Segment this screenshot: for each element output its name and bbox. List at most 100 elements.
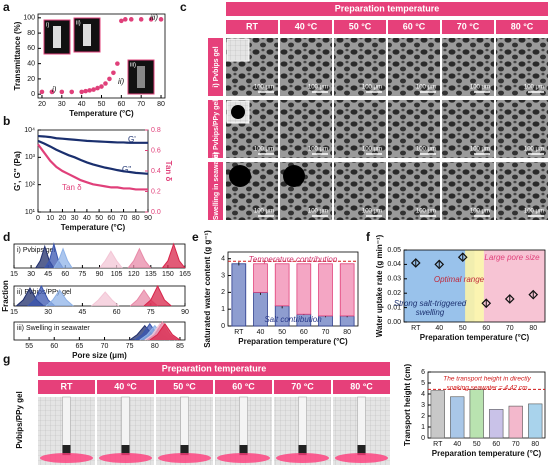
bar-segment: [274, 263, 290, 307]
scale-bar-label: 100 μm: [470, 147, 490, 153]
y-tick-label: 10³: [25, 154, 36, 161]
sem-image: [388, 38, 440, 96]
column-header: [215, 380, 272, 394]
column-header: [280, 20, 332, 34]
sem-image: [496, 38, 548, 96]
sem-image: [388, 100, 440, 158]
bar: [489, 409, 504, 439]
dish: [276, 453, 329, 463]
inset-vial: [53, 26, 61, 48]
x-tick-label: 40: [83, 215, 91, 222]
gel-dark: [298, 445, 307, 455]
x-tick-label: RT: [411, 325, 421, 332]
point: [111, 70, 116, 76]
x-tick-label: 50: [98, 101, 106, 108]
y-tick-label: 0: [221, 323, 225, 330]
y-tick-label: 0.05: [387, 247, 401, 254]
x-tick-label: 90: [96, 271, 104, 278]
column-header: [226, 20, 278, 34]
annotation: Strong salt-triggered: [394, 299, 467, 308]
x-tick-label: 20: [59, 215, 67, 222]
column-label: 50 °C: [349, 21, 372, 31]
y-axis-label: Transmittance (%): [13, 21, 22, 90]
x-tick-label: 60: [61, 271, 69, 278]
scale-bar-label: 100 μm: [254, 85, 274, 91]
x-tick-label: 80: [529, 325, 537, 332]
region: [483, 250, 545, 322]
y-tick-label: 10²: [25, 182, 36, 189]
y2-tick-label: 0.6: [151, 147, 161, 154]
scale-bar-label: 100 μm: [308, 209, 328, 215]
legend-label: Temperature contribution: [249, 255, 338, 264]
scale-bar-label: 100 μm: [308, 147, 328, 153]
column-label: 50 °C: [173, 381, 196, 391]
x-axis-label: Temperature (°C): [69, 109, 134, 118]
sem-image: [442, 38, 494, 96]
y-tick-label: 3: [421, 402, 425, 409]
x-tick-label: 50: [473, 441, 481, 448]
x-tick-label: 40: [453, 441, 461, 448]
y-axis-label: G', G'' (Pa): [13, 151, 22, 191]
point: [528, 289, 539, 300]
row-header: [208, 38, 223, 96]
gel-dark: [239, 445, 248, 455]
scale-bar-label: 100 μm: [524, 209, 544, 215]
bar-segment: [339, 315, 355, 327]
y-axis-label: Fraction: [1, 280, 10, 312]
scale-bar-label: 100 μm: [524, 147, 544, 153]
header-text: Preparation temperature: [162, 363, 267, 373]
column-header: [334, 20, 386, 34]
y-tick-label: 0.02: [387, 290, 401, 297]
distribution: [99, 250, 123, 269]
y-axis-label: Transport height (cm): [403, 364, 412, 447]
sem-image: [388, 162, 440, 220]
plot-frame: [13, 321, 186, 341]
y2-tick-label: 0.8: [151, 127, 161, 134]
bar: [469, 389, 484, 439]
point: [457, 252, 468, 263]
y-tick-label: 20: [27, 76, 35, 83]
point: [481, 298, 492, 309]
column-label: 40 °C: [295, 21, 318, 31]
y-tick-label: 0: [421, 435, 425, 442]
x-tick-label: 45: [79, 309, 87, 316]
x-tick-label: 30: [58, 101, 66, 108]
y-axis-label: Water uptake rate (g min⁻¹): [375, 234, 384, 337]
column-label: RT: [246, 21, 258, 31]
scale-bar-label: 100 μm: [524, 85, 544, 91]
column-label: 70 °C: [291, 381, 314, 391]
point: [158, 17, 164, 22]
x-tick-label: 40: [78, 101, 86, 108]
y-tick-label: 40: [27, 60, 35, 67]
x-tick-label: 80: [531, 441, 539, 448]
y-tick-label: 10¹: [25, 209, 36, 216]
x-tick-label: 55: [25, 343, 33, 350]
panel-letter: f: [366, 230, 371, 244]
y-tick-label: 100: [23, 15, 35, 22]
x-tick-label: 60: [482, 325, 490, 332]
bar-segment: [339, 263, 355, 317]
column-label: 60 °C: [403, 21, 426, 31]
y-tick-label: 2: [421, 413, 425, 420]
x-tick-label: 70: [512, 441, 520, 448]
sem-image: [334, 100, 386, 158]
gel-dark: [62, 445, 71, 455]
legend-label: G'': [122, 165, 132, 174]
x-tick-label: 40: [257, 329, 265, 336]
point: [49, 89, 55, 95]
x-tick-label: 75: [147, 309, 155, 316]
x-tick-label: 30: [71, 215, 79, 222]
distribution: [143, 284, 172, 307]
dish: [217, 453, 270, 463]
y-tick-label: 4: [221, 256, 225, 263]
point: [128, 17, 134, 22]
scale-bar-label: 100 μm: [416, 85, 436, 91]
panel-letter: e: [192, 230, 199, 244]
point: [434, 259, 445, 270]
panel-letter: c: [180, 0, 187, 14]
column-header: [156, 380, 213, 394]
line-series: [37, 139, 149, 175]
scale-bar-label: 100 μm: [362, 209, 382, 215]
y-tick-label: 0: [31, 91, 35, 98]
